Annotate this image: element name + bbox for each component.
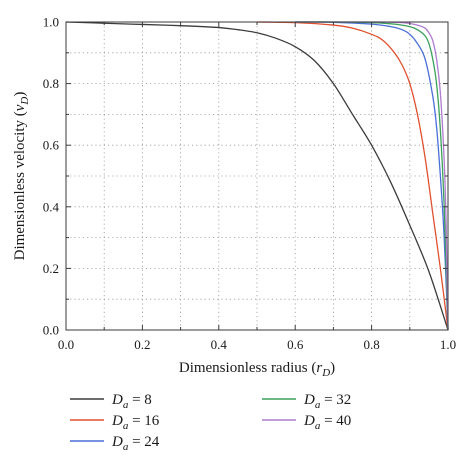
x-tick-label: 0.2 bbox=[134, 337, 150, 352]
legend-label-var: D bbox=[303, 392, 315, 408]
legend-label-var: D bbox=[111, 392, 123, 408]
x-axis-label-sub: D bbox=[321, 367, 330, 379]
x-axis-label-main: Dimensionless radius ( bbox=[179, 360, 316, 376]
y-axis-label: Dimensionless velocity (vD) bbox=[12, 92, 31, 261]
y-axis-label-sub: D bbox=[19, 97, 31, 106]
legend-label: Da = 24 bbox=[111, 434, 160, 453]
legend-label-var: D bbox=[111, 413, 123, 429]
x-tick-label: 0.0 bbox=[58, 337, 74, 352]
legend-label: Da = 32 bbox=[303, 392, 351, 411]
y-tick-label: 0.0 bbox=[43, 323, 59, 338]
legend-label-sub: a bbox=[123, 441, 129, 453]
y-tick-label: 0.4 bbox=[43, 199, 60, 214]
y-tick-label: 1.0 bbox=[43, 15, 59, 30]
legend-label-sub: a bbox=[123, 420, 129, 432]
tick-labels: 0.0 0.2 0.4 0.6 0.8 1.0 0.0 0.2 0.4 0.6 0.8 1.0 bbox=[43, 15, 456, 353]
legend-label-value: = 32 bbox=[320, 392, 351, 408]
y-tick-label: 0.6 bbox=[43, 138, 60, 153]
legend-label-value: = 8 bbox=[128, 392, 151, 408]
x-tick-label: 1.0 bbox=[440, 337, 456, 352]
series-line bbox=[256, 21, 449, 331]
x-axis-label: Dimensionless radius (rD) bbox=[179, 360, 335, 379]
y-tick-label: 0.8 bbox=[43, 76, 59, 91]
legend-label-sub: a bbox=[315, 420, 321, 432]
legend-label-value: = 16 bbox=[128, 413, 159, 429]
legend-label: Da = 40 bbox=[303, 413, 351, 432]
y-axis-label-var: v bbox=[12, 104, 28, 111]
axis-ticks bbox=[65, 21, 449, 331]
grid-lines bbox=[66, 22, 448, 330]
legend-label-value: = 24 bbox=[128, 434, 159, 450]
legend-label-var: D bbox=[111, 434, 123, 450]
x-tick-label: 0.6 bbox=[287, 337, 304, 352]
legend-label-sub: a bbox=[315, 399, 321, 411]
legend-label: Da = 8 bbox=[111, 392, 152, 411]
y-tick-label: 0.2 bbox=[43, 261, 59, 276]
y-axis-label-main: Dimensionless velocity ( bbox=[12, 111, 28, 260]
legend-label: Da = 16 bbox=[111, 413, 160, 432]
x-axis-label-var: r bbox=[316, 360, 322, 376]
series-line bbox=[65, 21, 449, 331]
legend-label-sub: a bbox=[123, 399, 129, 411]
x-tick-label: 0.4 bbox=[211, 337, 228, 352]
x-tick-label: 0.8 bbox=[363, 337, 379, 352]
x-axis-label-tail: ) bbox=[330, 360, 335, 376]
legend-label-var: D bbox=[303, 413, 315, 429]
y-axis-label-tail: ) bbox=[12, 92, 28, 97]
legend-label-value: = 40 bbox=[320, 413, 351, 429]
